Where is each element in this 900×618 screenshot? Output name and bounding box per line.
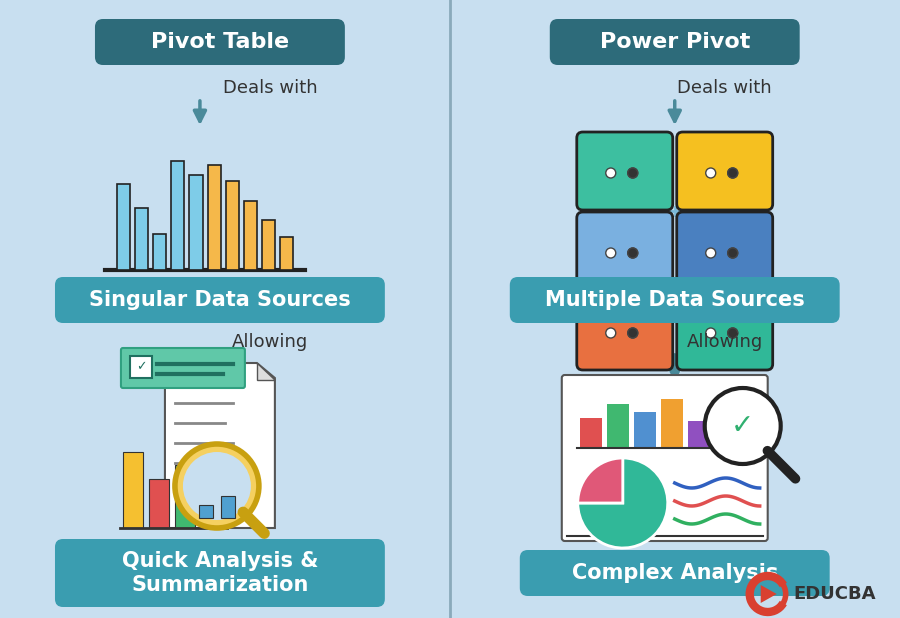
Polygon shape — [165, 363, 274, 528]
Text: Singular Data Sources: Singular Data Sources — [89, 290, 351, 310]
Bar — [190, 175, 203, 270]
Circle shape — [706, 328, 716, 338]
Circle shape — [628, 248, 638, 258]
Circle shape — [728, 168, 738, 178]
Text: Allowing: Allowing — [687, 333, 763, 351]
Circle shape — [606, 168, 616, 178]
Bar — [117, 184, 130, 270]
Text: Quick Analysis &
Summarization: Quick Analysis & Summarization — [122, 551, 319, 595]
Bar — [634, 412, 656, 448]
Text: Power Pivot: Power Pivot — [599, 32, 750, 52]
Circle shape — [183, 452, 251, 520]
Circle shape — [706, 248, 716, 258]
FancyBboxPatch shape — [55, 277, 385, 323]
FancyBboxPatch shape — [577, 132, 672, 210]
Bar — [148, 478, 169, 528]
Text: Allowing: Allowing — [232, 333, 308, 351]
Bar — [688, 420, 710, 448]
Circle shape — [728, 328, 738, 338]
Text: ✓: ✓ — [136, 360, 146, 373]
Circle shape — [628, 328, 638, 338]
FancyBboxPatch shape — [550, 19, 800, 65]
FancyBboxPatch shape — [677, 212, 773, 290]
Polygon shape — [760, 585, 777, 603]
Bar — [244, 201, 257, 270]
Circle shape — [728, 168, 738, 178]
Bar — [153, 234, 166, 270]
Circle shape — [606, 328, 616, 338]
Circle shape — [628, 168, 638, 178]
Circle shape — [628, 248, 638, 258]
Text: ✓: ✓ — [731, 412, 754, 440]
FancyBboxPatch shape — [677, 292, 773, 370]
Text: EDUCBA: EDUCBA — [794, 585, 877, 603]
FancyBboxPatch shape — [520, 550, 830, 596]
Text: Multiple Data Sources: Multiple Data Sources — [544, 290, 805, 310]
FancyBboxPatch shape — [509, 277, 840, 323]
Text: Complex Analysis: Complex Analysis — [572, 563, 778, 583]
FancyBboxPatch shape — [55, 539, 385, 607]
Bar — [201, 447, 220, 528]
Circle shape — [728, 248, 738, 258]
Text: Deals with: Deals with — [222, 79, 317, 97]
Circle shape — [728, 248, 738, 258]
Bar — [607, 404, 629, 448]
Bar — [175, 465, 195, 528]
Circle shape — [705, 388, 780, 464]
FancyBboxPatch shape — [95, 19, 345, 65]
FancyBboxPatch shape — [577, 212, 672, 290]
Wedge shape — [578, 458, 668, 548]
Bar — [135, 208, 148, 270]
Bar — [226, 181, 239, 270]
Polygon shape — [256, 363, 274, 380]
Text: Pivot Table: Pivot Table — [151, 32, 289, 52]
Bar — [280, 237, 293, 270]
Bar — [661, 399, 683, 448]
FancyBboxPatch shape — [577, 292, 672, 370]
Wedge shape — [578, 458, 623, 503]
Bar — [199, 505, 213, 518]
FancyBboxPatch shape — [121, 348, 245, 388]
Bar — [208, 166, 220, 270]
Bar — [171, 161, 184, 270]
Circle shape — [706, 168, 716, 178]
Circle shape — [606, 248, 616, 258]
Bar — [220, 496, 235, 518]
Circle shape — [728, 328, 738, 338]
FancyBboxPatch shape — [677, 132, 773, 210]
FancyBboxPatch shape — [562, 375, 768, 541]
Bar — [262, 220, 275, 270]
Bar — [580, 418, 602, 448]
Bar — [130, 356, 152, 378]
Bar — [123, 452, 143, 528]
Circle shape — [628, 328, 638, 338]
Circle shape — [175, 444, 259, 528]
Circle shape — [628, 168, 638, 178]
Text: Deals with: Deals with — [678, 79, 772, 97]
